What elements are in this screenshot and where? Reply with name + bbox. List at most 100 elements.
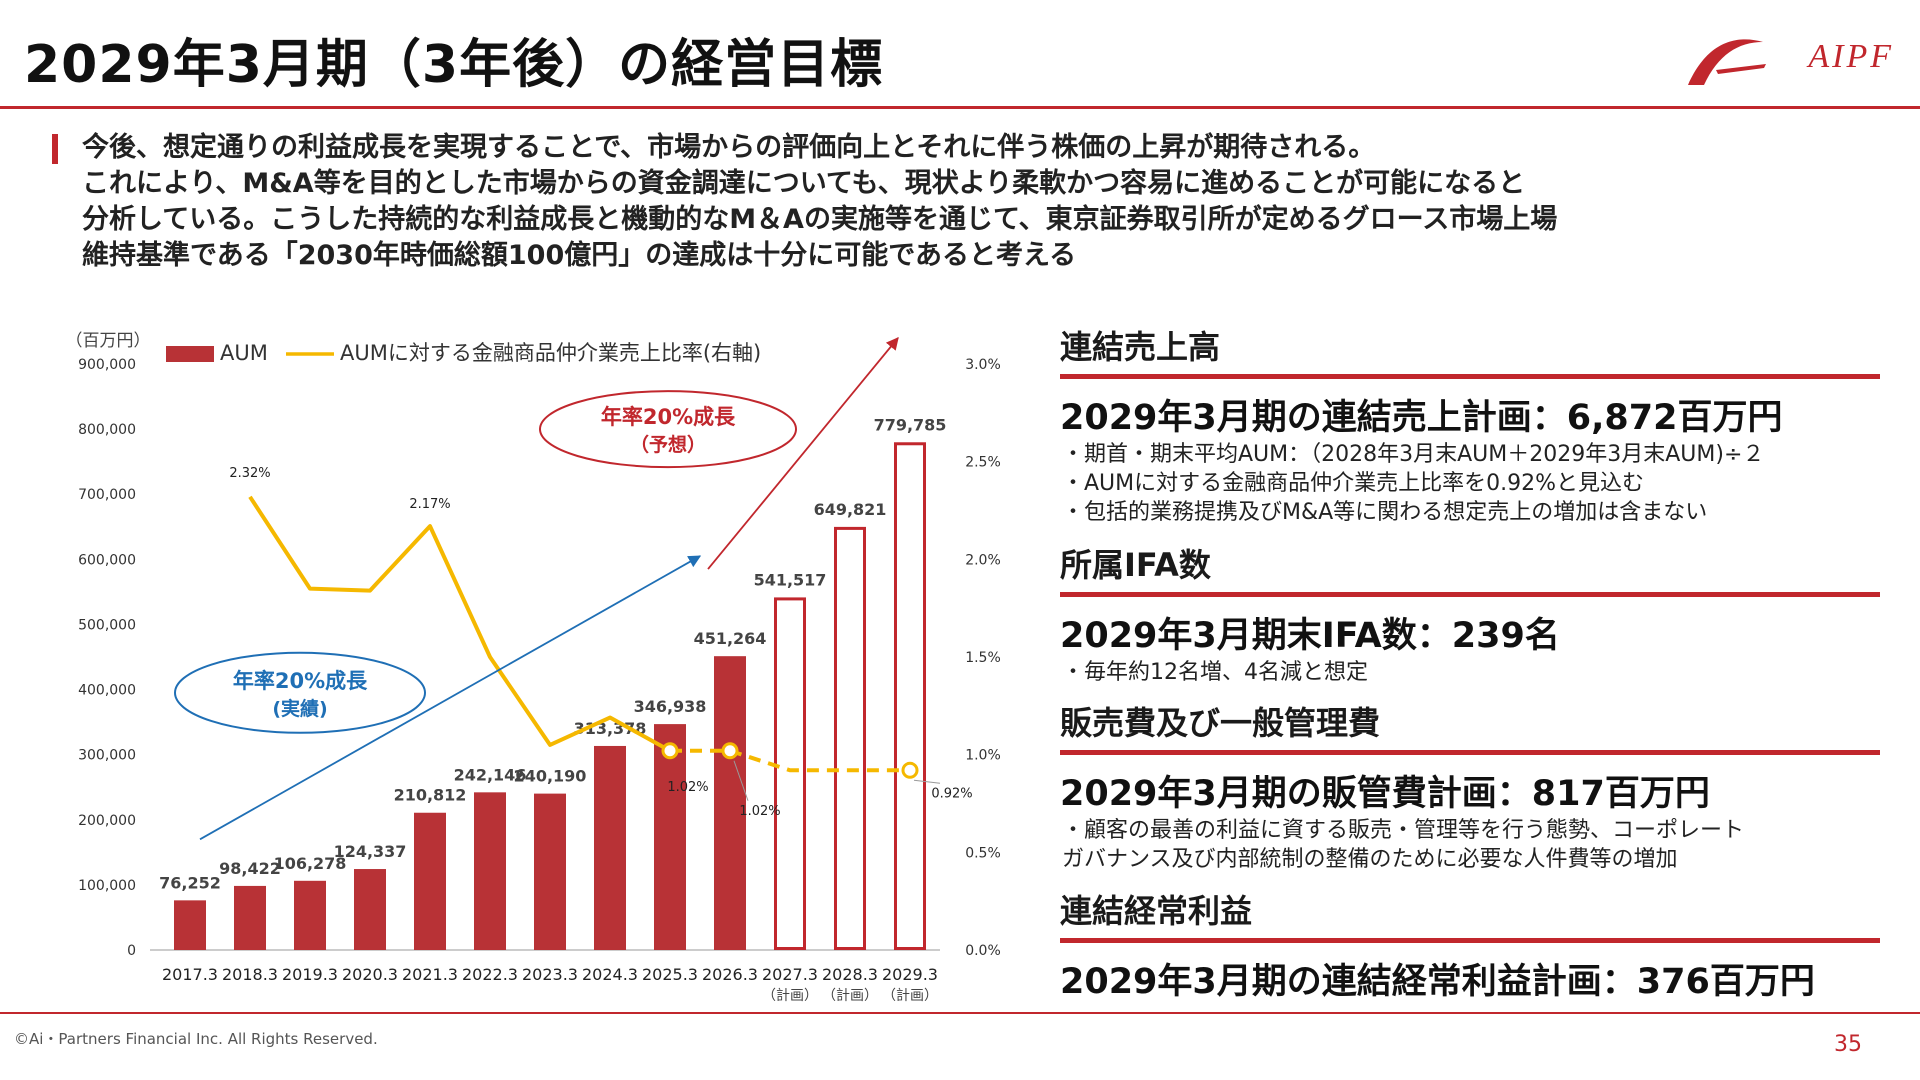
page-title: 2029年3月期（3年後）の経営目標 [24,35,884,95]
x-tick-label: 2027.3 [762,965,818,984]
ratio-label-leader [913,779,941,784]
y-right-tick-label: 2.5% [965,455,1001,471]
x-tick-sublabel: （計画） [762,988,818,1004]
aum-chart: （百万円） 0 100,000 200,000 300,000 400,000 500,00… [66,331,1001,1004]
intro-text: 今後、想定通りの利益成長を実現することで、市場からの評価向上とそれに伴う株価の上… [82,130,1882,274]
ratio-point-label: 2.32% [229,466,270,481]
y-right-tick-label: 1.5% [965,650,1001,666]
growth-annotation-ellipse [539,390,797,469]
section-divider [1060,374,1880,379]
y-left-tick-label: 200,000 [78,813,136,829]
intro-accent-bar [52,134,58,164]
line-ratio-forecast [670,748,910,773]
ratio-label-leader [733,760,749,801]
bar-value-label: 779,785 [874,415,947,434]
intro-line: 今後、想定通りの利益成長を実現することで、市場からの評価向上とそれに伴う株価の上… [82,132,1376,163]
section-note: ガバナンス及び内部統制の整備のために必要な人件費等の増加 [1062,847,1678,872]
bar-value-label: 240,190 [514,767,587,786]
section-note: ・毎年約12名増、4名減と想定 [1062,660,1368,685]
x-tick-sublabel: （計画） [882,988,938,1004]
ratio-marker [721,742,739,760]
y-left-tick-label: 400,000 [78,683,136,699]
bar-value-label: 346,938 [634,697,707,716]
section-target: 2029年3月期の販管費計画：817百万円 [1060,774,1710,814]
growth-annotation-title: 年率20%成長 [601,405,736,429]
y-right-tick-label: 2.0% [965,552,1001,568]
bar-value-label: 541,517 [754,570,827,589]
y-right-tick-label: 1.0% [965,748,1001,764]
growth-arrow-forecast [707,336,899,570]
growth-annotation-title: 年率20%成長 [233,669,368,693]
line-ratio-actual [248,495,671,753]
page-number: 35 [1834,1032,1862,1057]
x-tick-label: 2023.3 [522,965,578,984]
bar-value-label: 124,337 [334,842,407,861]
bar-aum-planned [774,597,806,950]
copyright: ©Ai・Partners Financial Inc. All Rights R… [14,1030,378,1048]
section-heading: 連結経常利益 [1060,892,1253,930]
footer-divider [0,1012,1920,1014]
section-ifa-count: 所属IFA数 2029年3月期末IFA数：239名 ・毎年約12名増、4名減と想… [1060,540,1880,687]
y-axis-unit-label: （百万円） [66,331,151,351]
bar-aum [594,745,626,950]
bar-aum [294,880,326,950]
section-note: ・期首・期末平均AUM：（2028年3月末AUM＋2029年3月末AUM)÷２ [1062,442,1765,467]
section-ordinary-profit: 連結経常利益 2029年3月期の連結経常利益計画：376百万円 [1060,886,1880,1004]
section-target: 2029年3月期末IFA数：239名 [1060,616,1560,656]
bar-aum [474,792,506,950]
bar-aum-planned [834,526,866,951]
ratio-marker [661,742,679,760]
bar-aum-planned [894,442,926,951]
legend-swatch-aum [166,346,214,362]
section-divider [1060,750,1880,755]
section-heading: 所属IFA数 [1060,546,1211,584]
bar-aum [714,656,746,950]
logo-text: AIPF [1808,38,1894,75]
bar-aum [174,900,206,950]
bar-aum [534,793,566,950]
growth-arrow-actual [199,555,702,841]
bar-aum [654,724,686,950]
section-note: ・AUMに対する金融商品仲介業売上比率を0.92%と見込む [1062,471,1645,496]
y-left-tick-label: 0 [127,943,136,959]
bar-aum [354,869,386,950]
section-note: ・包括的業務提携及びM&A等に関わる想定売上の増加は含まない [1062,500,1708,525]
y-right-tick-label: 3.0% [965,357,1001,373]
x-tick-sublabel: （計画） [822,988,878,1004]
title-divider [0,106,1920,109]
bar-value-label: 98,422 [219,859,281,878]
x-tick-label: 2028.3 [822,965,878,984]
y-left-tick-label: 300,000 [78,748,136,764]
y-right-tick-label: 0.0% [965,943,1001,959]
y-left-tick-label: 500,000 [78,617,136,633]
y-left-tick-label: 900,000 [78,357,136,373]
growth-annotation-ellipse [174,651,426,734]
x-tick-label: 2026.3 [702,965,758,984]
x-tick-label: 2020.3 [342,965,398,984]
section-note: ・顧客の最善の利益に資する販売・管理等を行う態勢、コーポレート [1062,818,1745,843]
y-left-tick-label: 100,000 [78,878,136,894]
section-heading: 販売費及び一般管理費 [1060,704,1381,742]
ratio-point-label: 1.02% [667,780,708,795]
x-tick-label: 2018.3 [222,965,278,984]
section-consolidated-sales: 連結売上高 2029年3月期の連結売上計画：6,872百万円 ・期首・期末平均A… [1060,322,1880,527]
x-tick-label: 2022.3 [462,965,518,984]
ratio-point-label: 2.17% [409,497,450,512]
bar-value-label: 242,146 [454,765,527,784]
ratio-marker [901,761,919,779]
bar-value-label: 210,812 [394,786,467,805]
section-target: 2029年3月期の連結経常利益計画：376百万円 [1060,962,1815,1002]
x-tick-label: 2019.3 [282,965,338,984]
intro-line: 分析している。こうした持続的な利益成長と機動的なM＆Aの実施等を通じて、東京証券… [82,204,1558,235]
y-left-tick-label: 700,000 [78,487,136,503]
ratio-point-label: 1.02% [739,804,780,819]
growth-annotation-subtitle: （予想） [630,433,706,456]
aipf-logo-mark [1688,39,1766,85]
section-target: 2029年3月期の連結売上計画：6,872百万円 [1060,398,1783,438]
bar-value-label: 649,821 [814,500,887,519]
intro-line: これにより、M&A等を目的とした市場からの資金調達についても、現状より柔軟かつ容… [82,168,1526,199]
section-heading: 連結売上高 [1060,328,1221,366]
y-left-tick-label: 600,000 [78,552,136,568]
x-tick-label: 2024.3 [582,965,638,984]
intro-line: 維持基準である「2030年時価総額100億円」の達成は十分に可能であると考える [82,240,1077,271]
